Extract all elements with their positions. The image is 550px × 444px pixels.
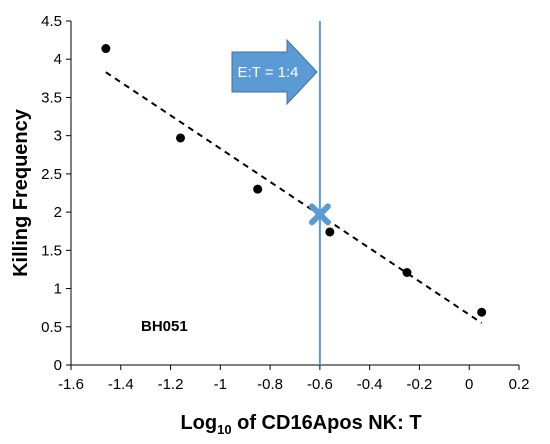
- x-tick-label: 0: [465, 376, 473, 393]
- y-tick-label: 2: [54, 204, 62, 221]
- x-axis-title-rest: of CD16Apos NK: T: [232, 412, 422, 434]
- y-tick-label: 2.5: [41, 166, 62, 183]
- x-tick-label: -0.4: [357, 376, 383, 393]
- x-tick-label: -1.4: [108, 376, 134, 393]
- annotation-arrow: E:T = 1:4: [231, 38, 318, 106]
- data-point: [176, 133, 186, 143]
- x-tick-label: 0.2: [509, 376, 530, 393]
- x-axis-title: Log10 of CD16Apos NK: T: [180, 412, 421, 437]
- data-point: [101, 44, 111, 54]
- y-tick-label: 1: [54, 281, 62, 298]
- x-tick-label: -0.2: [407, 376, 433, 393]
- data-point: [325, 227, 335, 237]
- x-tick-label: -0.6: [307, 376, 333, 393]
- x-tick-label: -0.8: [257, 376, 283, 393]
- intersection-marker: [308, 203, 331, 226]
- data-point: [402, 268, 412, 278]
- y-tick-label: 3: [54, 128, 62, 145]
- y-tick-label: 0.5: [41, 319, 62, 336]
- axes: 0 0.5 1 1.5 2 2.5 3 3.5 4 4.5 -1.6 -1.4 -1.2 -1 -0.8 -0…: [41, 13, 529, 393]
- trendline: [105, 71, 483, 324]
- x-tick-label: -1.6: [58, 376, 84, 393]
- y-tick-label: 3.5: [41, 89, 62, 106]
- x-axis-title-subscript: 10: [217, 422, 231, 437]
- x-axis-title-main: Log: [180, 412, 217, 434]
- y-tick-label: 4.5: [41, 13, 62, 30]
- x-tick-label: -1: [214, 376, 227, 393]
- marks: [101, 21, 487, 365]
- y-axis-title: Killing Frequency: [10, 108, 32, 277]
- annotation-label: E:T = 1:4: [237, 64, 298, 81]
- y-tick-label: 1.5: [41, 242, 62, 259]
- x-tick-label: -1.2: [158, 376, 184, 393]
- y-tick-label: 4: [54, 51, 62, 68]
- data-point: [253, 184, 263, 194]
- y-tick-label: 0: [54, 357, 62, 374]
- sample-label: BH051: [141, 318, 188, 335]
- data-point: [477, 307, 487, 317]
- arrow-shape: [231, 38, 318, 106]
